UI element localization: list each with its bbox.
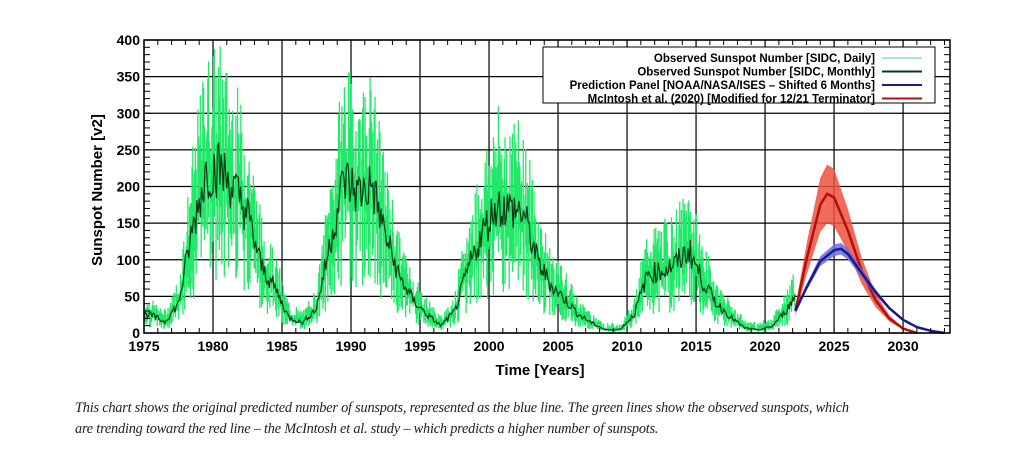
x-tick-label: 2020 [749,338,780,354]
legend-label: Prediction Panel [NOAA/NASA/ISES – Shift… [570,80,876,92]
legend-box [542,46,936,104]
x-tick-label: 2010 [611,338,642,354]
y-tick-label: 0 [132,325,140,341]
legend-label: McIntosh et al. (2020) [Modified for 12/… [588,94,876,106]
legend-label: Observed Sunspot Number [SIDC, Daily] [654,53,875,65]
x-tick-label: 1980 [197,338,228,354]
y-tick-label: 350 [117,69,141,85]
x-tick-label: 1995 [404,338,435,354]
y-tick-label: 400 [117,32,141,48]
legend-label: Observed Sunspot Number [SIDC, Monthly] [637,67,875,79]
noaa-prediction-line [794,247,945,335]
x-tick-label: 2025 [818,338,849,354]
y-axis-label: Sunspot Number [v2] [89,114,106,266]
y-tick-label: 150 [117,215,141,231]
x-tick-label: 2030 [887,338,918,354]
mcintosh-prediction-line [794,192,918,335]
y-tick-label: 200 [117,179,141,195]
x-tick-label: 2000 [473,338,504,354]
y-tick-label: 100 [117,252,141,268]
mcintosh-prediction-uncertainty-band [795,164,917,333]
x-tick-label: 2005 [542,338,573,354]
figure-caption: This chart shows the original predicted … [75,398,1010,440]
x-axis-label: Time [Years] [496,362,585,379]
axis-ticks: 1975 1980 1985 1990 1995 2000 2005 2010 2015 2020… [117,32,950,354]
caption-line-2: are trending toward the red line – the M… [75,421,659,437]
x-tick-label: 1990 [335,338,366,354]
caption-line-1: This chart shows the original predicted … [75,400,849,416]
x-tick-label: 1975 [128,338,159,354]
legend: Observed Sunspot Number [SIDC, Daily] Obs… [542,46,936,106]
plot-marks [143,46,945,335]
sunspot-chart: 1975 1980 1985 1990 1995 2000 2005 2010 2015 2020… [89,32,951,379]
x-tick-label: 1985 [266,338,297,354]
y-tick-label: 250 [117,142,141,158]
x-tick-label: 2015 [680,338,711,354]
monthly-sunspot-line [143,142,796,331]
y-tick-label: 50 [124,288,140,304]
y-tick-label: 300 [117,105,141,121]
